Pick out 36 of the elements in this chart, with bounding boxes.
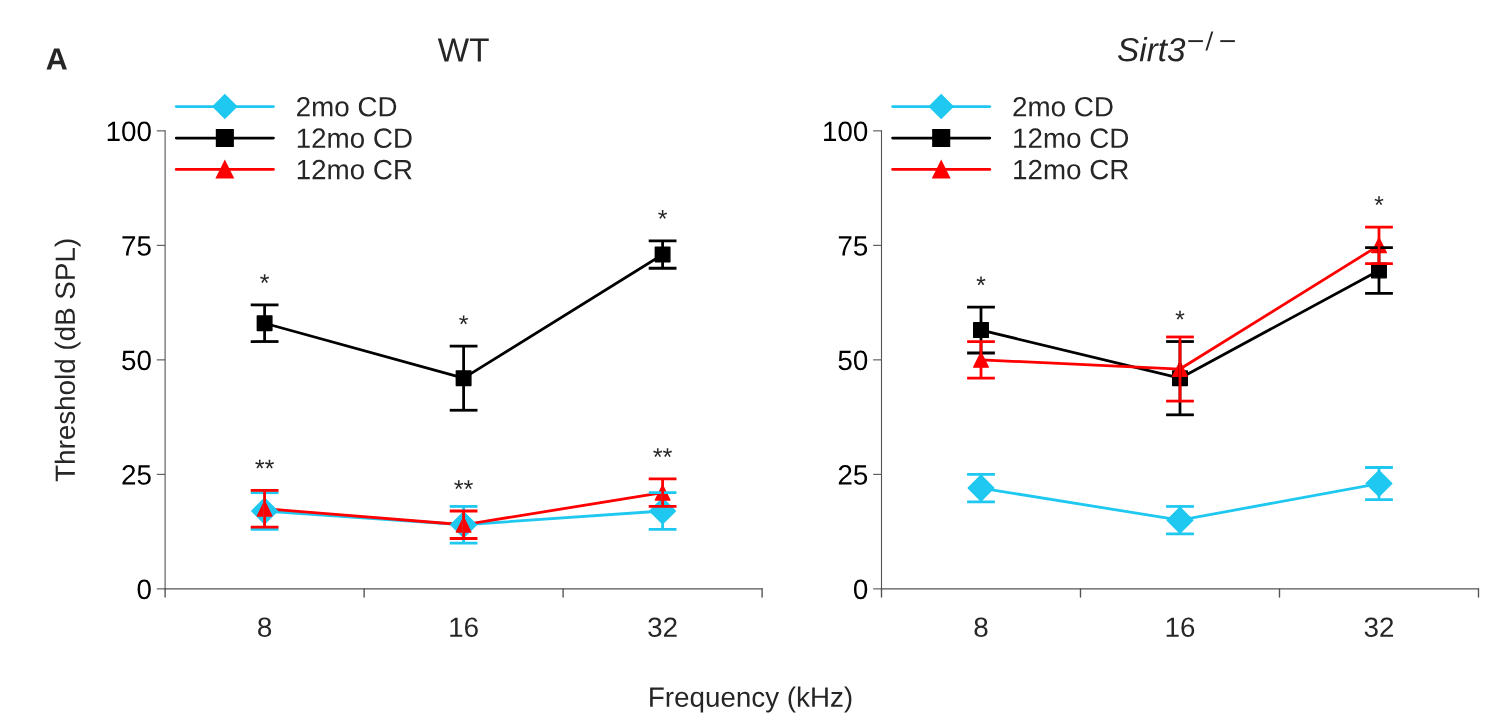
y-tick-label: 0 (853, 579, 868, 600)
y-tick-label: 0 (137, 579, 151, 600)
legend-label: 12mo CD (297, 128, 412, 149)
legend-label: 2mo CD (1013, 96, 1113, 117)
data-label: * (658, 210, 668, 219)
data-label: * (459, 315, 469, 325)
x-tick-label: 8 (258, 617, 272, 638)
y-tick-label: 25 (122, 465, 151, 485)
x-tick-label: 32 (1364, 617, 1394, 638)
x-tick-label: 16 (1166, 617, 1195, 638)
legend-label: 12mo CD (1014, 128, 1129, 149)
text: A (46, 48, 67, 70)
legend-label: 2mo CD (297, 96, 397, 117)
data-label: * (1374, 196, 1384, 206)
x-tick-label: 32 (648, 617, 677, 638)
legend-label: 12mo CR (297, 159, 412, 180)
x-tick-label: 8 (974, 617, 988, 638)
data-label: * (260, 274, 270, 283)
y-tick-label: 100 (107, 121, 151, 142)
y-tick-label: 100 (824, 121, 868, 142)
x-axis-title: Frequency (kHz) (650, 686, 852, 713)
y-tick-label: 25 (838, 465, 868, 485)
y-tick-label: 50 (122, 350, 151, 371)
x-tick-label: 16 (450, 617, 478, 638)
data-label: * (1175, 310, 1185, 320)
data-label: ** (454, 480, 473, 490)
data-label: ** (255, 459, 274, 469)
y-tick-label: 75 (122, 236, 151, 256)
y-tick-label: 50 (838, 350, 868, 371)
y-axis-title: Threshold (dB SPL) (54, 239, 81, 482)
chart-title: WT (437, 38, 489, 62)
legend-label: 12mo CR (1014, 159, 1129, 180)
y-tick-label: 75 (838, 236, 868, 256)
data-label: ** (653, 448, 672, 457)
data-label: * (976, 276, 986, 286)
chart-title: Sirt3$^{−/−}$ (1117, 31, 1235, 62)
